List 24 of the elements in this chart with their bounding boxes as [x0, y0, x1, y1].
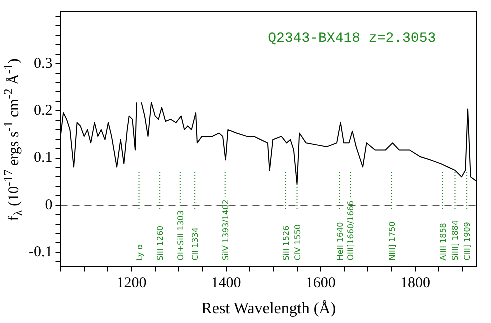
- ref-line-label: NIII] 1750: [388, 222, 397, 261]
- ref-line-label: CIII] 1909: [463, 222, 472, 261]
- x-tick-label: 1400: [211, 276, 242, 292]
- x-axis-title: Rest Wavelength (Å): [202, 300, 336, 318]
- ref-line-label: SiIII] 1884: [451, 220, 460, 261]
- ref-line-label: CII 1334: [191, 228, 200, 261]
- x-tick-label: 1200: [116, 276, 147, 292]
- ref-line-label: SiIV 1393/1402: [221, 200, 230, 261]
- ref-line-label: CIV 1550: [293, 224, 302, 261]
- ref-line-label: SiII 1526: [282, 226, 291, 261]
- ref-line-label: SiII 1260: [156, 226, 166, 261]
- ref-line-label: HeII 1640: [336, 222, 345, 261]
- ref-line-label: AlIII 1858: [438, 223, 448, 261]
- y-tick-label: 0.1: [34, 150, 53, 166]
- y-tick-label: 0.2: [34, 103, 53, 120]
- y-tick-label: 0.3: [34, 56, 53, 72]
- x-tick-label: 1800: [400, 276, 431, 292]
- ref-line-label: Ly α: [135, 244, 144, 261]
- y-tick-label: -0.1: [28, 244, 53, 261]
- ref-line-label: OI+SiII 1303: [176, 210, 186, 261]
- annotation: Q2343-BX418 z=2.3053: [268, 31, 436, 47]
- ref-line-label: OIII]1660/1666: [346, 200, 356, 261]
- x-tick-label: 1600: [306, 276, 336, 292]
- y-tick-label: 0: [45, 197, 53, 214]
